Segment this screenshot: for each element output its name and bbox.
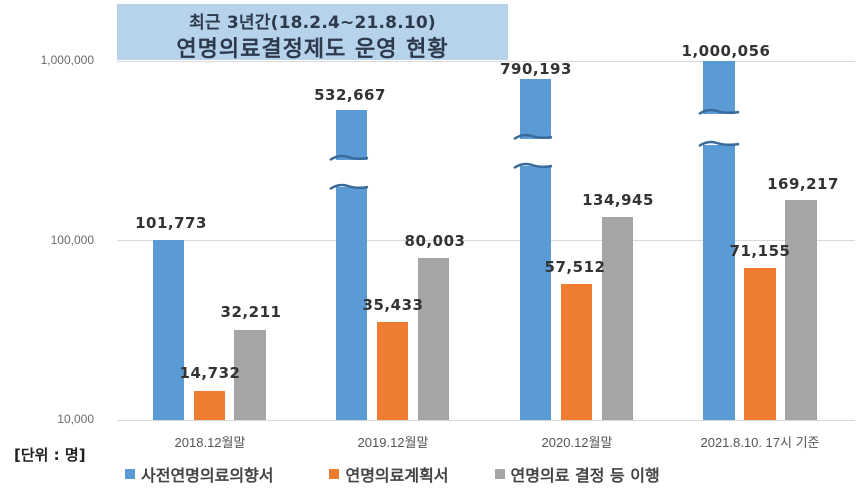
value-label-gray-2021: 169,217: [767, 175, 839, 193]
x-label-2020: 2020.12월말: [541, 435, 613, 450]
break-wave-icon: [513, 162, 553, 170]
value-label-blue-2020: 790,193: [500, 60, 572, 78]
bar-orange-2019: [377, 322, 408, 420]
value-label-gray-2019: 80,003: [404, 232, 466, 250]
legend-label: 연명의료 결정 등 이행: [510, 466, 660, 485]
legend: 사전연명의료의향서 연명의료계획서 연명의료 결정 등 이행: [125, 462, 696, 486]
chart-title-box: 최근 3년간(18.2.4~21.8.10) 연명의료결정제도 운영 현황: [117, 4, 508, 62]
y-tick-1000000: 1,000,000: [40, 53, 94, 67]
bar-orange-2020: [561, 284, 592, 420]
value-label-blue-2018: 101,773: [135, 214, 207, 232]
chart-title-line1: 최근 3년간(18.2.4~21.8.10): [189, 13, 436, 33]
legend-swatch-gray-icon: [494, 469, 505, 479]
break-wave-icon: [698, 108, 740, 116]
legend-item-decision-implemented: 연명의료 결정 등 이행: [494, 462, 660, 486]
value-label-orange-2019: 35,433: [362, 296, 424, 314]
break-wave-icon: [513, 133, 553, 141]
legend-swatch-orange-icon: [329, 469, 340, 479]
unit-label: [단위 : 명]: [14, 446, 86, 464]
gridline-100000: [117, 240, 855, 241]
value-label-orange-2018: 14,732: [179, 364, 241, 382]
legend-label: 사전연명의료의향서: [141, 466, 274, 485]
y-tick-10000: 10,000: [57, 412, 94, 426]
bar-gray-2020: [602, 217, 633, 420]
gridline-1000000: [117, 61, 855, 62]
value-label-orange-2020: 57,512: [544, 258, 606, 276]
bar-gray-2019: [418, 258, 449, 420]
bar-gray-2018: [234, 330, 266, 420]
value-label-blue-2019: 532,667: [314, 86, 386, 104]
value-label-gray-2020: 134,945: [582, 191, 654, 209]
value-label-orange-2021: 71,155: [729, 242, 791, 260]
x-label-2021: 2021.8.10. 17시 기준: [700, 435, 820, 450]
bar-orange-2021: [744, 268, 776, 420]
legend-label: 연명의료계획서: [345, 466, 449, 485]
gridline-10000: [117, 420, 855, 421]
x-label-2018: 2018.12월말: [174, 435, 246, 450]
chart-title-line2: 연명의료결정제도 운영 현황: [176, 37, 449, 62]
x-label-2019: 2019.12월말: [357, 435, 429, 450]
legend-item-care-plan: 연명의료계획서: [329, 462, 449, 486]
bar-blue-2018: [153, 240, 184, 420]
bar-gray-2021: [785, 200, 817, 420]
break-wave-icon: [329, 154, 369, 162]
break-wave-icon: [329, 183, 369, 191]
bar-orange-2018: [194, 391, 225, 420]
value-label-blue-2021: 1,000,056: [681, 42, 771, 60]
legend-item-advance-directive: 사전연명의료의향서: [125, 462, 273, 486]
legend-swatch-blue-icon: [125, 469, 135, 479]
break-wave-icon: [698, 140, 740, 148]
y-tick-100000: 100,000: [50, 233, 94, 247]
value-label-gray-2018: 32,211: [220, 303, 282, 321]
